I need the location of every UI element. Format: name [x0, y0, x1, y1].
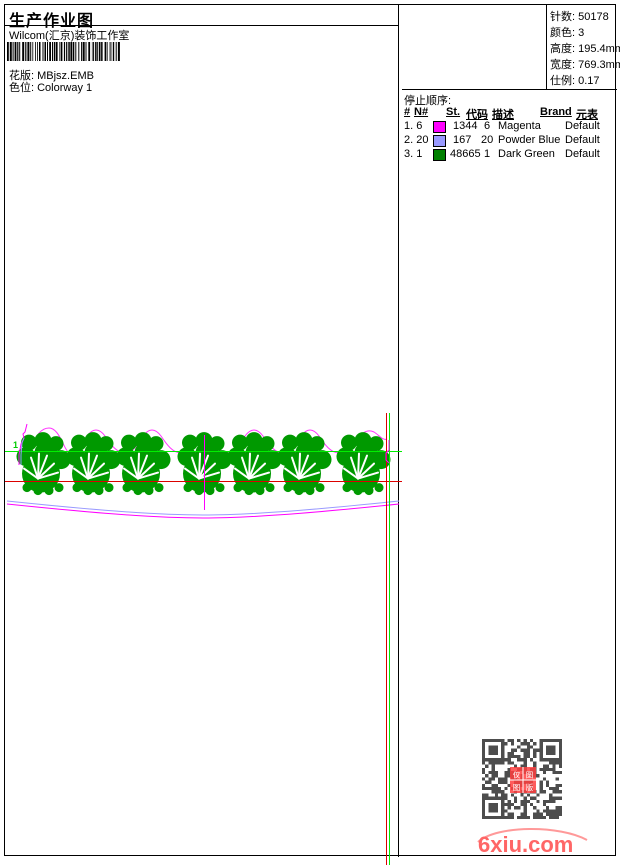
- svg-text:版: 版: [526, 782, 534, 792]
- svg-text:图: 图: [526, 771, 534, 780]
- svg-text:图: 图: [513, 783, 521, 792]
- svg-text:6xiu.com: 6xiu.com: [478, 832, 573, 854]
- svg-text:仅: 仅: [513, 770, 521, 780]
